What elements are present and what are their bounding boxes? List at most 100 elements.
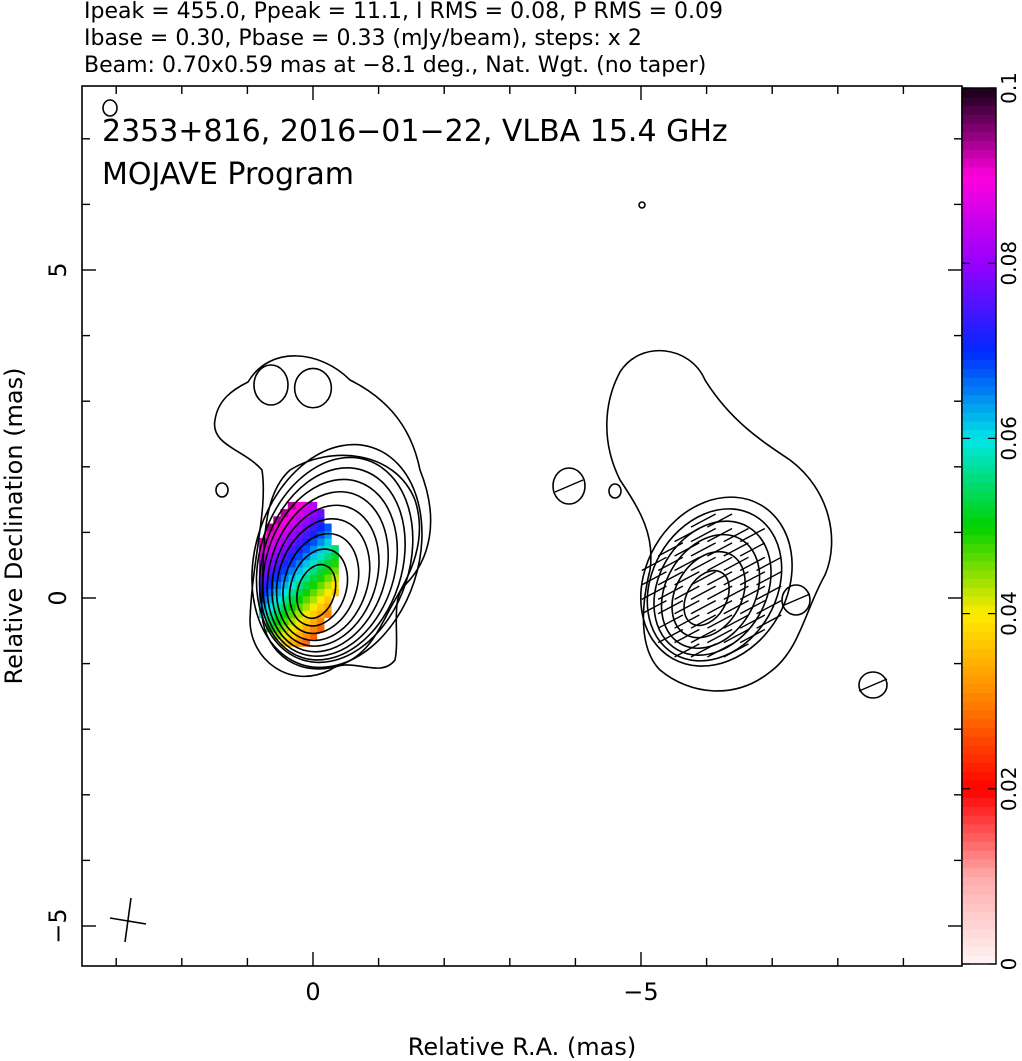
fracpol-pixel [287,624,296,633]
evpa-stick [756,556,782,572]
colorbar-cell [962,447,996,457]
fracpol-pixel [309,501,318,510]
colorbar-cell [962,578,996,588]
colorbar-cell [962,324,996,334]
fracpol-pixel [302,574,310,582]
header-line-2: Ibase = 0.30, Pbase = 0.33 (mJy/beam), s… [84,26,642,51]
colorbar-tick-label: 0.04 [997,591,1021,636]
fracpol-pixel [309,523,318,532]
fracpol-pixel [309,516,318,525]
evpa-stick [723,643,749,658]
fracpol-pixel [266,588,274,597]
evpa-stick [690,556,717,572]
fracpol-pixel [302,559,310,568]
evpa-stick [657,542,684,557]
colorbar-cell [962,175,996,185]
contour-core [271,504,380,647]
fracpol-pixel [302,581,310,590]
colorbar-tick-label: 0 [997,958,1021,971]
colorbar-cell [962,307,996,317]
fracpol-pixel [294,566,303,575]
fracpol-pixel [273,545,282,554]
fracpol-pixel [280,595,289,604]
fracpol-pixel [273,602,282,611]
fracpol-pixel [280,530,289,539]
colorbar-cell [962,753,996,764]
evpa-stick [674,571,700,586]
fracpol-pixel [316,559,325,568]
fracpol-pixel [331,559,339,568]
fracpol-pixel [302,610,310,618]
fracpol-pixel [323,574,332,582]
fracpol-pixel [309,624,318,633]
fracpol-pixel [331,552,339,561]
colorbar-cell [962,245,996,256]
colorbar-cell [962,666,996,676]
colorbar-tick-label: 0.1 [997,72,1021,104]
fracpol-pixel [266,523,274,532]
fracpol-pixel [302,602,310,611]
colorbar-cell [962,438,996,448]
colorbar-cell [962,727,996,737]
colorbar-cell [962,762,996,772]
evpa-stick [756,614,782,629]
evpa-stick [641,599,667,615]
fracpol-pixel [309,610,318,618]
fracpol-pixel [287,566,296,575]
colorbar-cell [962,718,996,729]
evpa-stick [756,599,782,615]
fracpol-pixel [316,595,325,604]
evpa-stick [739,614,766,629]
fracpol-pixel [316,509,325,517]
colorbar-cell [962,552,996,562]
evpa-stick [739,599,766,615]
colorbar-cell [962,517,996,527]
contour-core [255,456,414,664]
contour-core [288,548,349,627]
evpa-stick [674,527,700,543]
colorbar-cell [962,385,996,396]
contour-mid [260,454,421,670]
fracpol-pixel [280,610,289,618]
contour-blob [608,483,622,499]
fracpol-pixel [309,602,318,611]
fracpol-pixel [287,617,296,626]
colorbar-cell [962,350,996,361]
fracpol-pixel [316,523,325,532]
fracpol-pixel [302,501,310,510]
colorbar-cell [962,534,996,545]
fracpol-pixel [323,610,332,618]
fracpol-pixel [266,545,274,554]
evpa-stick [641,556,667,572]
contour-polint [646,508,783,662]
evpa-stick [707,599,733,615]
fracpol-pixel [302,624,310,633]
fracpol-pixel [280,581,289,590]
fracpol-pixel [316,624,325,633]
colorbar-cell [962,543,996,553]
contour-polint-outer [606,349,833,692]
colorbar-cell [962,298,996,308]
fracpol-pixel [323,566,332,575]
evpa-stick [858,678,888,692]
colorbar-cell [962,193,996,203]
fracpol-pixel [294,552,303,561]
fracpol-pixel [287,574,296,582]
fracpol-pixel [258,602,267,611]
evpa-stick [781,593,811,607]
fracpol-pixel [294,574,303,582]
fracpol-pixel [309,566,318,575]
evpa-stick [690,542,717,557]
contour-polint [671,550,746,639]
fracpol-pixel [316,574,325,582]
fracpol-pixel [266,537,274,546]
colorbar-cell [962,692,996,702]
contour-core [282,532,360,635]
fracpol-pixel [331,566,339,575]
colorbar-cell [962,96,996,107]
evpa-stick [690,513,717,528]
colorbar-cell [962,701,996,711]
fracpol-pixel [309,545,318,554]
evpa-stick [723,527,749,543]
evpa-stick [707,556,733,572]
